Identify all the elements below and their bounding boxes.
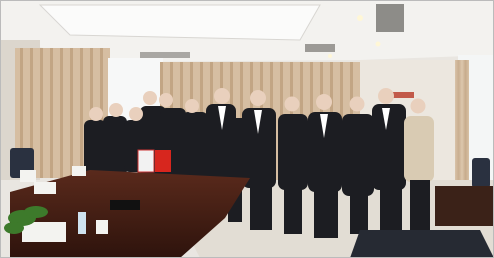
ceiling-light <box>376 42 381 47</box>
name-plate <box>20 170 36 182</box>
ceiling-vent <box>376 4 404 32</box>
cup <box>96 220 108 234</box>
photo-scene <box>0 0 494 258</box>
ceiling-vent <box>305 44 335 52</box>
desk-phone <box>110 200 140 210</box>
water-bottle <box>78 212 86 234</box>
chair <box>472 158 490 188</box>
wall-sign <box>392 92 414 98</box>
flag <box>138 150 154 172</box>
side-table <box>435 186 494 226</box>
cup <box>72 166 86 176</box>
flag <box>155 150 171 172</box>
ceiling-vent <box>140 52 190 58</box>
chair <box>350 230 494 258</box>
ceiling-light <box>328 54 332 58</box>
ceiling-light <box>357 15 363 21</box>
page <box>0 0 494 258</box>
ceiling-panel <box>40 5 320 40</box>
name-plate <box>34 182 56 194</box>
curtain <box>455 60 469 185</box>
